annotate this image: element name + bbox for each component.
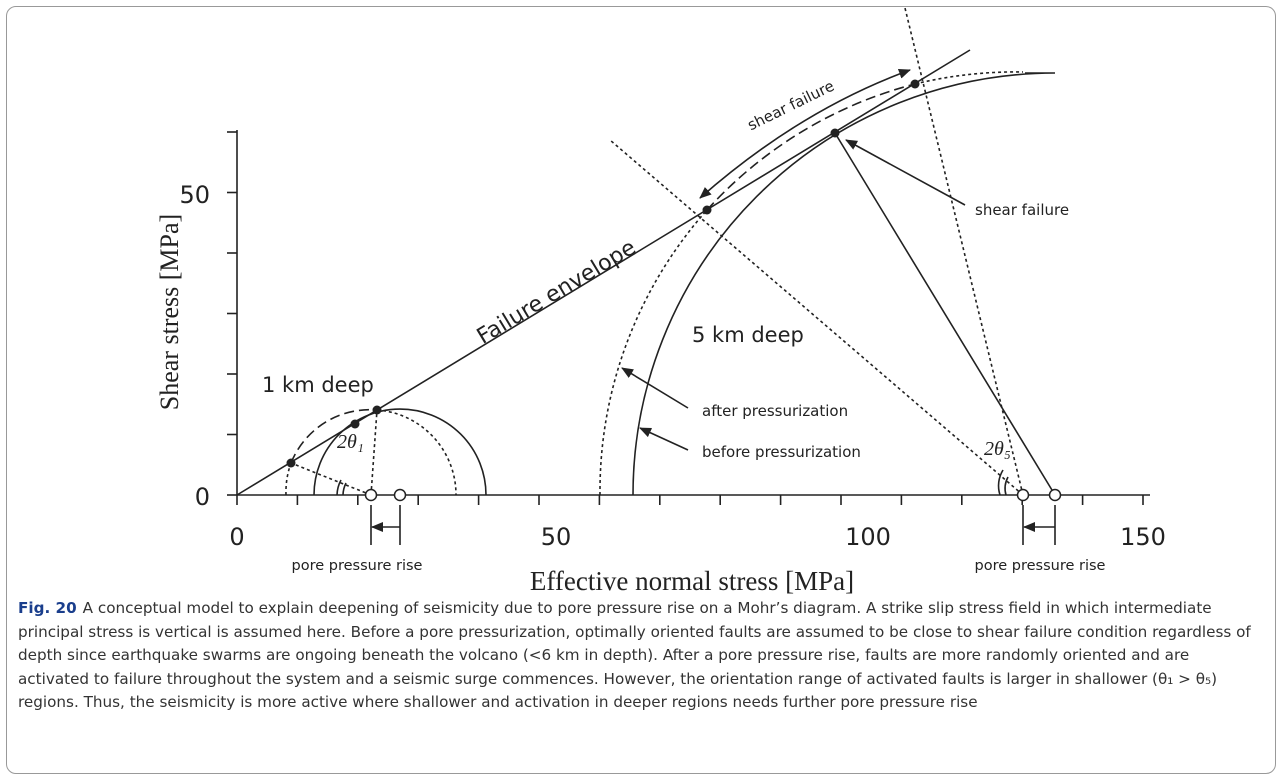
center <box>1016 488 1030 502</box>
annotation: Failure envelope <box>473 235 641 349</box>
angle-arc <box>1004 476 1009 496</box>
caption: Fig. 20 A conceptual model to explain dee… <box>18 597 1258 715</box>
x-axis-title: Effective normal stress [MPa] <box>530 566 854 596</box>
point <box>830 128 840 138</box>
annotation: pore pressure rise <box>975 558 1106 574</box>
point <box>286 458 296 468</box>
y-tick-label: 0 <box>195 483 210 511</box>
y-tick-label: 50 <box>179 181 210 209</box>
annotation: 5 km deep <box>692 323 804 347</box>
mohr-circle-shallow-after <box>290 408 378 464</box>
x-tick-label: 0 <box>229 523 244 551</box>
annotation: shear failure <box>975 201 1069 219</box>
mohr-circle-deep-after <box>599 209 708 496</box>
point <box>350 419 360 429</box>
curves <box>236 7 1056 545</box>
center <box>393 488 407 502</box>
axes <box>227 130 1150 505</box>
center <box>1048 488 1062 502</box>
annotation: pore pressure rise <box>292 558 423 574</box>
angle-arc <box>336 479 342 496</box>
pointer-arrow <box>621 367 689 409</box>
caption-label: Fig. 20 <box>18 599 77 617</box>
mohr-circle-deep-before <box>632 72 1056 496</box>
annotation: after pressurization <box>702 402 848 420</box>
point <box>910 79 920 89</box>
radius-line <box>834 132 1056 496</box>
points <box>286 79 920 468</box>
annotation: 2θ₁ <box>337 431 364 453</box>
angle-arc <box>342 482 347 496</box>
mohr-circle-deep-after <box>914 71 1024 85</box>
annotation: before pressurization <box>702 443 861 461</box>
radius-line <box>290 462 372 496</box>
point <box>372 405 382 415</box>
mohr-circle-shallow-before <box>313 408 487 496</box>
shear-failure-arrow <box>699 69 911 199</box>
annotation: 1 km deep <box>262 373 374 397</box>
point <box>702 205 712 215</box>
x-tick-label: 100 <box>845 523 891 551</box>
figure-frame <box>6 6 1276 774</box>
radius-line <box>904 7 1024 496</box>
x-tick-label: 150 <box>1120 523 1166 551</box>
annotation: shear failure <box>745 77 837 134</box>
ticks <box>227 131 1144 505</box>
pointer-arrow <box>845 139 966 206</box>
mohr-diagram: 50 0 0 50 100 150 Shear stress [MPa] Eff… <box>155 7 1166 596</box>
annotation: 2θ₅ <box>984 438 1011 460</box>
radius-line <box>609 139 1024 496</box>
center <box>364 488 378 502</box>
angle-arc <box>997 469 1004 496</box>
y-axis-title: Shear stress [MPa] <box>155 214 184 410</box>
radius-line <box>370 409 378 496</box>
x-tick-label: 50 <box>541 523 572 551</box>
caption-text: A conceptual model to explain deepening … <box>18 599 1251 711</box>
pointer-arrow <box>639 427 689 451</box>
mohr-circle-shallow-after <box>376 409 457 496</box>
centers <box>364 488 1062 502</box>
mohr-circle-shallow-after <box>285 462 292 496</box>
